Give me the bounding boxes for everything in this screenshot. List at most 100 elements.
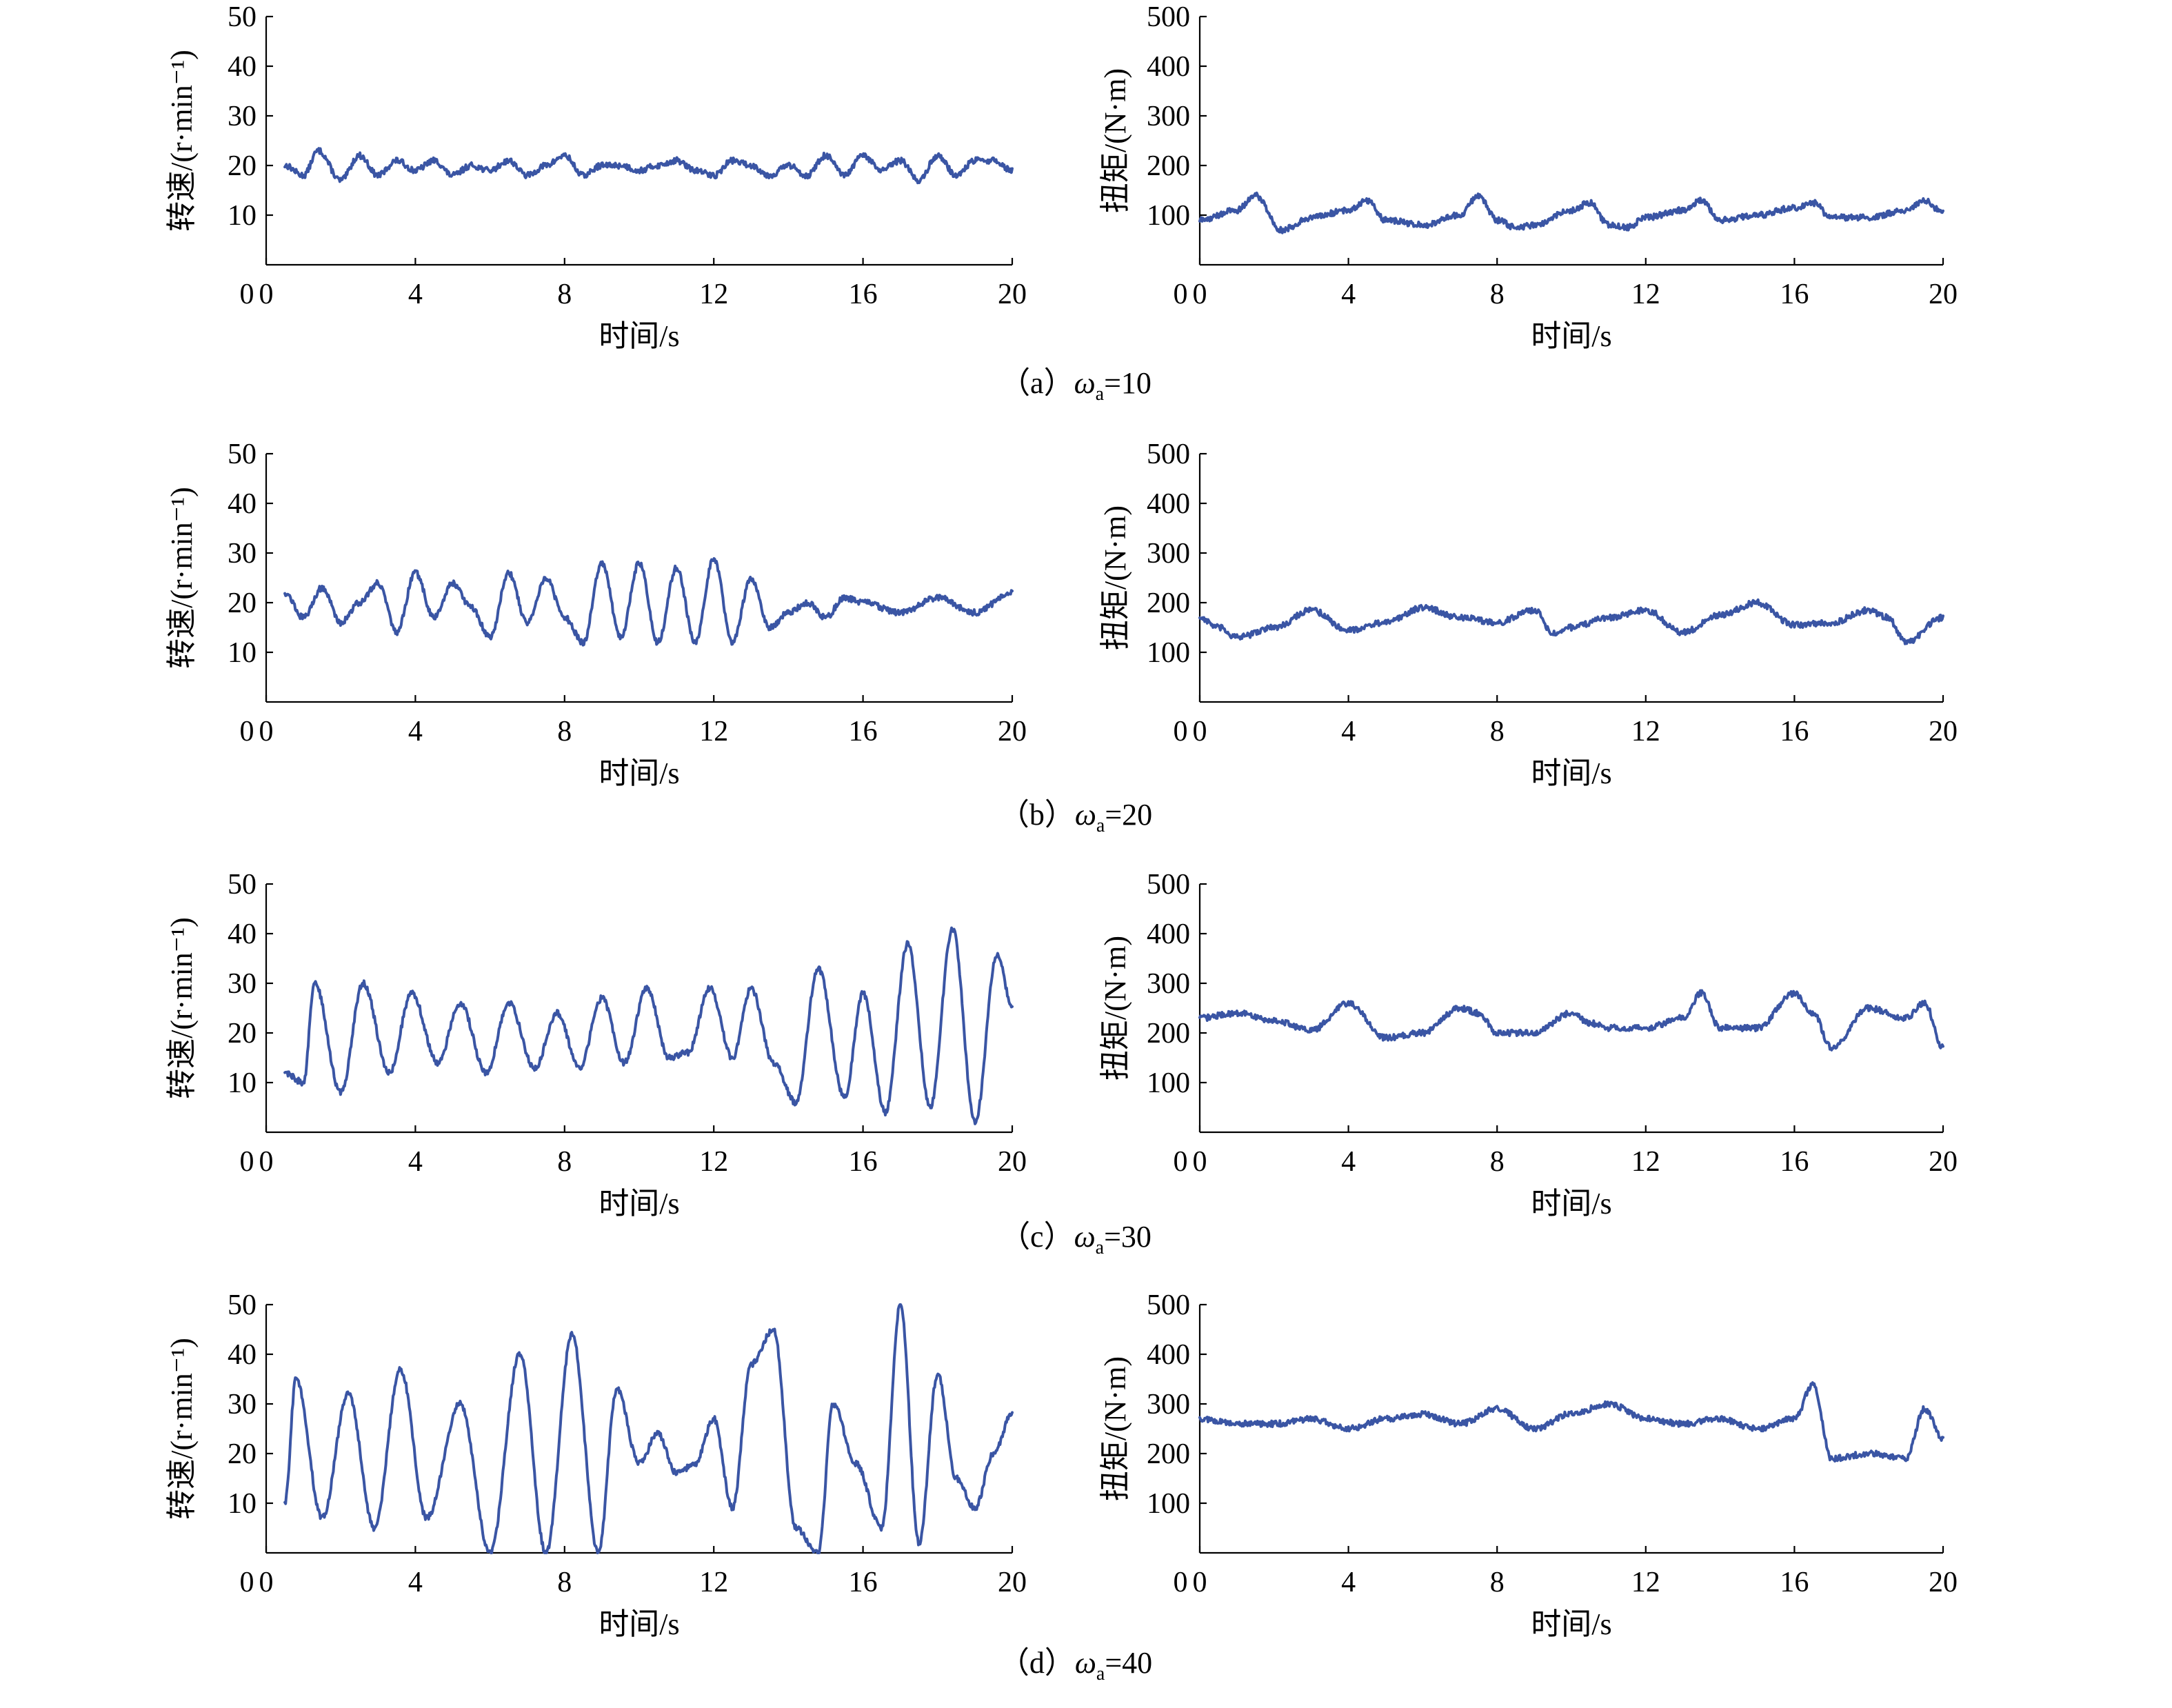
- caption-suffix: =40: [1105, 1646, 1152, 1680]
- data-point: [1570, 626, 1573, 629]
- caption-d: （d）ωa=40: [999, 1646, 1152, 1685]
- y-tick-label: 200: [1147, 1018, 1190, 1049]
- y-tick-label: 50: [228, 1, 257, 33]
- y-axis-label: 扭矩/(N·m): [1098, 68, 1132, 213]
- data-point: [768, 626, 771, 629]
- data-point: [884, 1111, 887, 1114]
- data-point: [1830, 1457, 1833, 1460]
- data-point: [825, 154, 827, 157]
- chart-c-speed: 0 4 8 12 16 20 10 20 30 40 50 0 时间/s 转速/(r·min⁻¹): [165, 869, 1027, 1220]
- x-tick-label: 0: [259, 1567, 274, 1598]
- y-axis-label: 转速/(r·min⁻¹): [165, 487, 199, 669]
- y-tick-label: 10: [228, 1067, 257, 1099]
- data-point: [433, 159, 436, 162]
- data-point: [1811, 1012, 1814, 1014]
- data-point: [1626, 226, 1629, 229]
- x-tick-label: 20: [1929, 279, 1958, 310]
- data-point: [675, 567, 678, 570]
- data-point: [787, 611, 790, 614]
- series-line: [1198, 598, 1944, 645]
- data-point: [347, 1393, 350, 1396]
- x-tick-label: 8: [557, 1146, 572, 1178]
- x-tick-label: 12: [699, 279, 728, 310]
- x-tick-label-origin: 0: [240, 716, 254, 747]
- data-point: [339, 179, 342, 182]
- data-point: [750, 1363, 752, 1365]
- data-point: [597, 1551, 600, 1554]
- series-line: [283, 1303, 1014, 1554]
- caption-b: （b）ωa=20: [999, 798, 1152, 836]
- data-point: [936, 1373, 939, 1376]
- data-point: [1236, 1423, 1238, 1425]
- data-point: [1011, 592, 1014, 594]
- data-point: [712, 174, 715, 177]
- data-point: [1756, 1027, 1759, 1029]
- data-point: [750, 164, 752, 167]
- data-point: [1645, 609, 1647, 612]
- data-point: [955, 174, 958, 177]
- data-point: [694, 169, 696, 172]
- data-point: [545, 576, 547, 579]
- data-point: [1867, 1452, 1870, 1455]
- x-tick-label: 12: [699, 716, 728, 747]
- caption-prefix: （b）: [999, 798, 1075, 832]
- data-point: [992, 159, 995, 162]
- x-tick-label-origin: 0: [1174, 1567, 1188, 1598]
- data-point: [675, 159, 678, 162]
- y-tick-label: 30: [228, 1389, 257, 1420]
- data-point: [1458, 214, 1461, 217]
- x-tick-label: 4: [408, 716, 423, 747]
- data-point: [1682, 631, 1685, 634]
- data-point: [507, 572, 510, 574]
- x-tick-label: 4: [408, 1567, 423, 1598]
- data-point: [712, 1418, 715, 1420]
- data-point: [1385, 1036, 1387, 1039]
- data-point: [1236, 636, 1238, 639]
- chart-c-torque: 0 4 8 12 16 20 100 200 300 400 500 0 时间/s 扭矩/(N·m): [1098, 869, 1958, 1220]
- data-point: [1570, 1012, 1573, 1014]
- data-point: [1551, 631, 1554, 634]
- x-tick-label: 4: [1341, 279, 1356, 310]
- x-axis-label: 时间/s: [1531, 756, 1611, 790]
- data-point: [1310, 1418, 1313, 1420]
- data-point: [794, 1101, 797, 1104]
- data-point: [1385, 219, 1387, 221]
- data-point: [1011, 1007, 1014, 1009]
- x-tick-label: 16: [1780, 1567, 1809, 1598]
- caption-prefix: （a）: [1000, 366, 1074, 400]
- series-line: [1198, 989, 1944, 1052]
- data-point: [645, 987, 648, 989]
- x-tick-label: 8: [1490, 279, 1505, 310]
- series-line: [1198, 191, 1944, 234]
- y-tick-label: 400: [1147, 488, 1190, 520]
- data-point: [1421, 223, 1424, 226]
- captions: （a）ωa=10（b）ωa=20（c）ωa=30（d）ωa=40: [999, 366, 1152, 1685]
- data-point: [470, 606, 473, 609]
- y-tick-label: 20: [228, 1018, 257, 1049]
- x-tick-label: 8: [1490, 716, 1505, 747]
- chart-b-speed: 0 4 8 12 16 20 10 20 30 40 50 0 时间/s 转速/(r·min⁻¹): [165, 439, 1027, 790]
- data-point: [750, 987, 752, 989]
- y-tick-label: 300: [1147, 101, 1190, 132]
- data-point: [358, 601, 361, 604]
- data-point: [918, 179, 921, 182]
- data-point: [545, 1551, 547, 1554]
- x-tick-label: 20: [1929, 716, 1958, 747]
- y-tick-label: 500: [1147, 1289, 1190, 1321]
- x-tick-label: 0: [259, 716, 274, 747]
- data-point: [395, 631, 398, 634]
- data-point: [1310, 217, 1313, 219]
- y-tick-label: 30: [228, 968, 257, 1000]
- data-point: [817, 967, 820, 969]
- x-tick-label: 12: [699, 1146, 728, 1178]
- data-point: [489, 636, 492, 639]
- data-point: [1923, 1407, 1926, 1410]
- data-point: [321, 586, 323, 589]
- caption-symbol: ω: [1075, 798, 1096, 832]
- x-tick-label: 20: [998, 279, 1027, 310]
- data-point: [638, 169, 641, 172]
- series-line: [283, 557, 1014, 647]
- y-tick-label: 100: [1147, 1067, 1190, 1099]
- x-tick-label: 0: [1193, 1146, 1207, 1178]
- data-point: [619, 636, 622, 639]
